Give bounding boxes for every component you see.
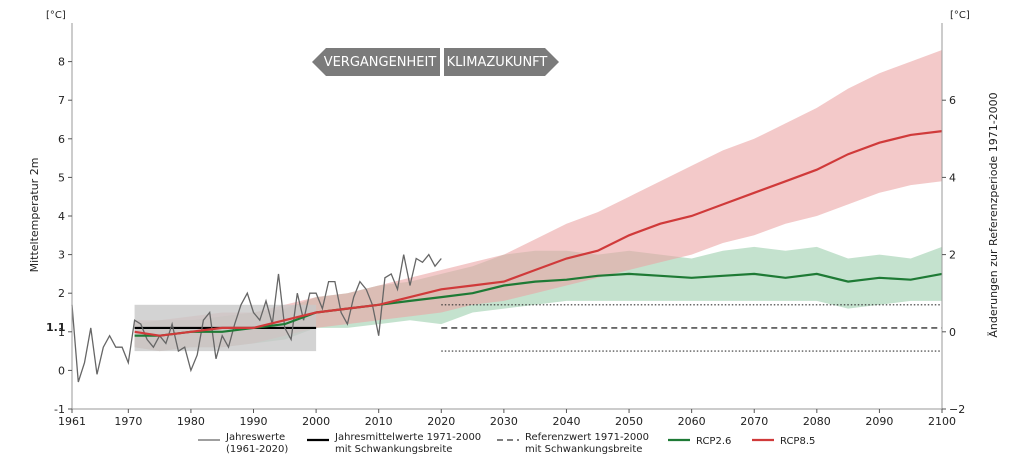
- legend-sublabel-ref: mit Schwankungsbreite: [525, 444, 642, 455]
- arrow-past-label: VERGANGENHEIT: [324, 55, 437, 70]
- line-rcp26: [134, 272, 943, 337]
- x-tick-label: 1990: [240, 415, 268, 428]
- arrow-future: KLIMAZUKUNFT: [444, 48, 559, 76]
- arrow-future-shape: [444, 48, 559, 76]
- unit-right: [°C]: [950, 10, 970, 21]
- y-left-tick-label: 0: [58, 364, 65, 377]
- x-tick-label: 1961: [58, 415, 86, 428]
- y-right-tick-label: 0: [949, 326, 956, 339]
- y-right-tick-label: 2: [949, 249, 956, 262]
- legend-item-annual: Jahreswerte(1961-2020): [198, 432, 288, 455]
- arrow-future-label: KLIMAZUKUNFT: [447, 55, 548, 70]
- legend-sublabel-mean: mit Schwankungsbreite: [335, 444, 452, 455]
- y-left-tick-label: 8: [58, 56, 65, 69]
- unit-left: [°C]: [46, 10, 66, 21]
- legend: Jahreswerte(1961-2020) Jahresmittelwerte …: [198, 432, 815, 455]
- legend-label-ref: Referenzwert 1971-2000: [525, 432, 649, 443]
- legend-item-rcp85: RCP8.5: [752, 436, 815, 447]
- y-left-tick-label: 3: [58, 249, 65, 262]
- y-right-tick-label: −2: [949, 403, 965, 416]
- x-tick-label: 2020: [427, 415, 455, 428]
- arrow-past: VERGANGENHEIT: [312, 48, 440, 76]
- legend-label-rcp26: RCP2.6: [696, 436, 731, 447]
- y-left-tick-label: 5: [58, 171, 65, 184]
- lines-layer: [71, 130, 943, 383]
- y-right-tick-label: 6: [949, 94, 956, 107]
- y-left-tick-label: 1: [58, 326, 65, 339]
- legend-label-annual: Jahreswerte: [225, 432, 285, 443]
- reference-value-label: 1.1: [46, 321, 66, 334]
- line-rcp85: [134, 130, 943, 337]
- x-tick-label: 2060: [678, 415, 706, 428]
- y-left-tick-label: -1: [54, 403, 65, 416]
- annual-values-line: [71, 253, 442, 383]
- x-tick-label: 2010: [365, 415, 393, 428]
- legend-sublabel-annual: (1961-2020): [226, 444, 288, 455]
- x-tick-label: 2040: [552, 415, 580, 428]
- x-tick-label: 2070: [740, 415, 768, 428]
- x-tick-label: 2050: [615, 415, 643, 428]
- y-left-tick-label: 7: [58, 94, 65, 107]
- y-right-tick-label: 4: [949, 171, 956, 184]
- x-tick-label: 2100: [928, 415, 956, 428]
- x-tick-label: 2000: [302, 415, 330, 428]
- legend-label-mean: Jahresmittelwerte 1971-2000: [334, 432, 481, 443]
- x-tick-label: 1980: [177, 415, 205, 428]
- y-axis-label-left: Mitteltemperatur 2m: [28, 158, 41, 273]
- y-left-tick-label: 2: [58, 287, 65, 300]
- x-tick-label: 2080: [803, 415, 831, 428]
- y-axis-label-right: Änderungen zur Referenzperiode 1971-2000: [987, 92, 1000, 337]
- arrow-past-shape: [312, 48, 440, 76]
- x-tick-label: 2030: [490, 415, 518, 428]
- x-tick-label: 2090: [865, 415, 893, 428]
- y-left-tick-label: 4: [58, 210, 65, 223]
- x-tick-label: 1970: [114, 415, 142, 428]
- legend-label-rcp85: RCP8.5: [780, 436, 815, 447]
- axes-layer: 1961 1970 1980 1990 2000 2010 2020 2030 2040 2050…: [54, 23, 965, 428]
- legend-item-rcp26: RCP2.6: [668, 436, 731, 447]
- y-left-tick-label: 6: [58, 133, 65, 146]
